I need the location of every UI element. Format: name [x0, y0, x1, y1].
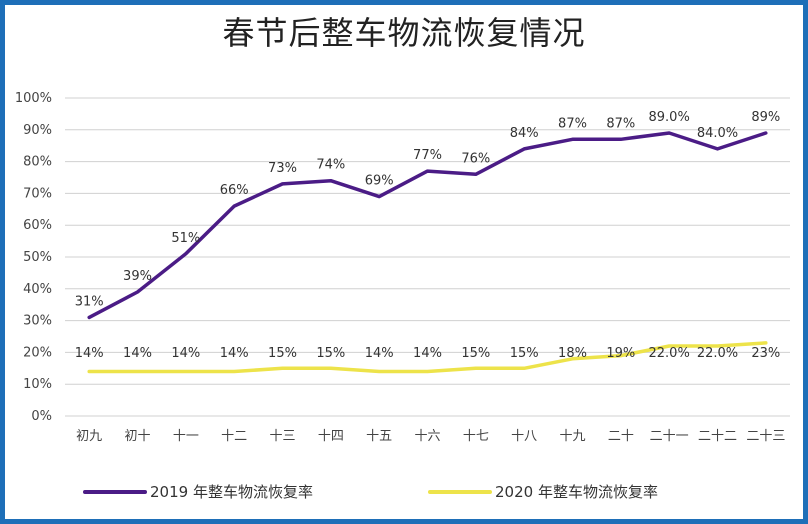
- data-label: 22.0%: [649, 346, 690, 361]
- data-label: 87%: [606, 116, 635, 131]
- legend-label-2: 2020 年整车物流恢复率: [495, 483, 658, 501]
- data-label: 84%: [510, 126, 539, 141]
- x-tick-label: 十四: [318, 429, 344, 444]
- data-label: 15%: [316, 346, 345, 361]
- data-label: 14%: [123, 346, 152, 361]
- x-tick-label: 二十二: [698, 429, 737, 444]
- data-label: 14%: [171, 346, 200, 361]
- x-tick-label: 十七: [463, 429, 489, 444]
- x-tick-label: 十八: [511, 429, 537, 444]
- data-label: 14%: [75, 346, 104, 361]
- y-tick-label: 60%: [23, 218, 52, 233]
- y-axis: 0% 10% 20% 30% 40% 50% 60% 70% 80% 90% 100%: [15, 91, 52, 424]
- x-tick-label: 十六: [414, 429, 440, 444]
- x-tick-label: 十五: [366, 429, 392, 444]
- y-tick-label: 0%: [31, 409, 52, 424]
- x-tick-label: 二十: [608, 429, 634, 444]
- x-tick-label: 十一: [173, 429, 199, 444]
- data-label: 51%: [171, 231, 200, 246]
- series-line-2: [87, 341, 768, 374]
- data-label: 39%: [123, 269, 152, 284]
- y-tick-label: 20%: [23, 345, 52, 360]
- chart-title: 春节后整车物流恢复情况: [222, 14, 586, 52]
- y-tick-label: 40%: [23, 282, 52, 297]
- y-tick-label: 50%: [23, 250, 52, 265]
- data-labels: 31% 39% 51% 66% 73% 74% 69% 77% 76% 84% 87% 87% 89.0…: [75, 110, 781, 361]
- data-label: 73%: [268, 161, 297, 176]
- data-label: 19%: [606, 346, 635, 361]
- y-tick-label: 90%: [23, 123, 52, 138]
- data-label: 84.0%: [697, 126, 738, 141]
- y-tick-label: 100%: [15, 91, 52, 106]
- data-label: 31%: [75, 294, 104, 309]
- data-label: 15%: [461, 346, 490, 361]
- data-label: 14%: [413, 346, 442, 361]
- data-label: 22.0%: [697, 346, 738, 361]
- data-label: 87%: [558, 116, 587, 131]
- x-tick-label: 初九: [76, 429, 102, 444]
- data-label: 76%: [461, 151, 490, 166]
- legend: 2019 年整车物流恢复率 2020 年整车物流恢复率: [83, 483, 658, 501]
- data-label: 69%: [365, 174, 394, 189]
- x-tick-label: 十二: [221, 429, 247, 444]
- y-tick-label: 10%: [23, 377, 52, 392]
- data-label: 14%: [365, 346, 394, 361]
- y-tick-label: 30%: [23, 314, 52, 329]
- data-label: 74%: [316, 158, 345, 173]
- x-tick-label: 二十三: [746, 429, 785, 444]
- data-label: 77%: [413, 148, 442, 163]
- series-line-1: [87, 131, 768, 320]
- series-lines: [87, 131, 768, 374]
- x-tick-label: 二十一: [650, 429, 689, 444]
- x-tick-label: 十九: [559, 429, 585, 444]
- data-label: 18%: [558, 346, 587, 361]
- data-label: 89%: [751, 110, 780, 125]
- data-label: 15%: [510, 346, 539, 361]
- x-tick-label: 十三: [269, 429, 295, 444]
- data-label: 14%: [220, 346, 249, 361]
- legend-label-1: 2019 年整车物流恢复率: [150, 483, 313, 501]
- y-tick-label: 70%: [23, 186, 52, 201]
- x-tick-label: 初十: [124, 429, 150, 444]
- data-label: 89.0%: [649, 110, 690, 125]
- data-label: 15%: [268, 346, 297, 361]
- data-label: 23%: [751, 346, 780, 361]
- data-label: 66%: [220, 183, 249, 198]
- y-tick-label: 80%: [23, 155, 52, 170]
- gridlines: [65, 97, 790, 417]
- x-axis: 初九 初十 十一 十二 十三 十四 十五 十六 十七 十八 十九 二十 二十一 二十二 二十三: [76, 429, 785, 444]
